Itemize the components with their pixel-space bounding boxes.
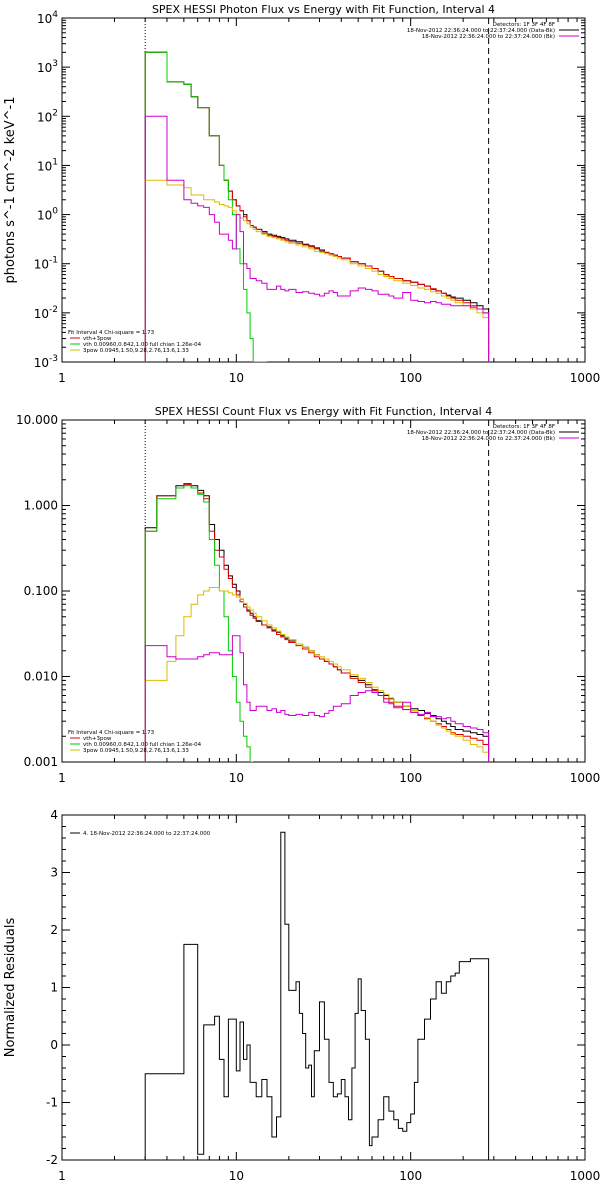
legend-text: 3pow 0.0945,1.50,9.28,2.76,13.6,1.33 — [83, 348, 189, 354]
y-axis: 0.001 0.010 0.100 1.000 10.000 — [16, 413, 585, 769]
y-tick-label: 0.010 — [24, 670, 58, 684]
series-line-4 — [144, 587, 490, 762]
y-tick-label: -2 — [46, 1153, 58, 1167]
series-line-2 — [144, 484, 490, 762]
series-line-5 — [144, 115, 490, 362]
y-tick-label: 1.000 — [24, 499, 58, 513]
legend-text: vth+3pow — [83, 336, 112, 342]
chart-title: SPEX HESSI Count Flux vs Energy with Fit… — [155, 405, 492, 418]
panel-1: SPEX HESSI Photon Flux vs Energy with Fi… — [3, 3, 600, 385]
x-tick-label: 10 — [229, 771, 244, 785]
plot-frame — [61, 17, 586, 363]
y-axis: 10-3 10-2 10-1 100 101 102 103 104 — [34, 10, 585, 370]
series-group — [144, 831, 490, 1160]
plot-frame — [61, 814, 586, 1161]
x-tick-label: 1 — [58, 371, 66, 385]
series-line-1 — [144, 51, 490, 362]
x-axis: 1 10 100 1000 — [58, 815, 600, 1183]
y-tick-label: 10-3 — [34, 354, 58, 370]
y-tick-label: 0.001 — [24, 755, 58, 769]
chart-title: SPEX HESSI Photon Flux vs Energy with Fi… — [152, 3, 495, 16]
series-line-3 — [144, 485, 254, 762]
y-tick-label: 1 — [50, 981, 58, 995]
y-tick-label: 3 — [50, 866, 58, 880]
header-text: 18-Nov-2012 22:36:24.000 to 22:37:24.000… — [407, 430, 555, 436]
series-line-1 — [144, 831, 490, 1160]
panel-3: 1 10 100 1000 -2 -1 0 1 2 3 4 Normalized Residuals 4… — [3, 808, 600, 1183]
y-axis-label: photons s^-1 cm^-2 keV^-1 — [3, 96, 18, 283]
header-text: 18-Nov-2012 22:36:24.000 to 22:37:24.000… — [407, 28, 555, 34]
y-tick-label: 102 — [37, 108, 58, 124]
y-tick-label: 2 — [50, 923, 58, 937]
x-tick-label: 10 — [229, 371, 244, 385]
x-axis: 1 10 100 1000 — [58, 420, 600, 785]
series-line-4 — [144, 179, 490, 362]
x-tick-label: 1000 — [570, 1169, 600, 1183]
series-line-1 — [144, 483, 490, 762]
legend-text: vth+3pow — [83, 736, 112, 742]
series-line-5 — [144, 635, 490, 762]
header-text: 18-Nov-2012 22:36:24.000 to 22:37:24.000… — [422, 34, 555, 40]
x-tick-label: 100 — [399, 1169, 422, 1183]
legend-text: Fit Interval 4 Chi-square = 1.73 — [68, 730, 155, 736]
header-text: 18-Nov-2012 22:36:24.000 to 22:37:24.000… — [422, 436, 555, 442]
x-axis: 1 10 100 1000 — [58, 18, 600, 385]
y-tick-label: 103 — [37, 59, 58, 75]
y-axis: -2 -1 0 1 2 3 4 — [46, 808, 585, 1167]
x-tick-label: 1 — [58, 771, 66, 785]
x-tick-label: 10 — [229, 1169, 244, 1183]
y-tick-label: 4 — [50, 808, 58, 822]
legend-text: 4. 18-Nov-2012 22:36:24.000 to 22:37:24.… — [83, 831, 211, 837]
series-line-2 — [144, 51, 490, 362]
header-text: Detectors: 1F 3F 4F 8F — [493, 424, 555, 430]
y-tick-label: 101 — [37, 157, 58, 173]
y-tick-label: -1 — [46, 1096, 58, 1110]
y-tick-label: 10-2 — [34, 305, 58, 321]
series-line-3 — [144, 51, 267, 362]
series-group — [144, 483, 490, 762]
x-tick-label: 1000 — [570, 771, 600, 785]
y-tick-label: 0 — [50, 1038, 58, 1052]
panel-2: SPEX HESSI Count Flux vs Energy with Fit… — [16, 405, 600, 785]
y-tick-label: 0.100 — [24, 584, 58, 598]
plot-frame — [61, 419, 586, 763]
y-tick-label: 104 — [37, 10, 58, 26]
header-text: Detectors: 1F 3F 4F 8F — [493, 22, 555, 28]
legend-text: vth 0.00960,0.842,1.00 full chian 1.26e-… — [83, 342, 202, 348]
legend-text: Fit Interval 4 Chi-square = 1.73 — [68, 330, 155, 336]
y-tick-label: 10-1 — [34, 256, 58, 272]
legend-text: 3pow 0.0945,1.50,9.28,2.76,13.6,1.33 — [83, 748, 189, 754]
y-axis-label: Normalized Residuals — [3, 918, 18, 1058]
y-tick-label: 100 — [37, 207, 58, 223]
x-tick-label: 100 — [399, 771, 422, 785]
x-tick-label: 100 — [399, 371, 422, 385]
x-tick-label: 1000 — [570, 371, 600, 385]
series-group — [144, 51, 490, 362]
x-tick-label: 1 — [58, 1169, 66, 1183]
y-tick-label: 10.000 — [16, 413, 58, 427]
legend-text: vth 0.00960,0.842,1.00 full chian 1.26e-… — [83, 742, 202, 748]
